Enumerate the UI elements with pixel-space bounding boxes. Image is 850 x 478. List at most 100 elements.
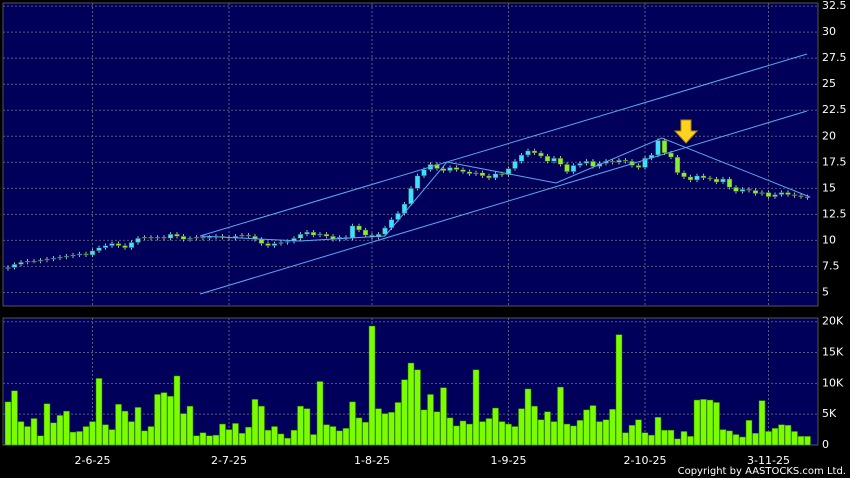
candle-body xyxy=(804,196,811,198)
volume-bar xyxy=(225,429,233,446)
x-tick-label: 1-8-25 xyxy=(354,454,390,467)
candle-body xyxy=(570,165,577,172)
volume-bar xyxy=(479,421,486,446)
volume-bar xyxy=(245,426,252,446)
candle-body xyxy=(109,243,115,246)
volume-bar xyxy=(258,405,265,446)
volume-bar xyxy=(687,436,694,446)
volume-bar xyxy=(134,407,142,446)
volume-bar xyxy=(355,417,363,446)
candle-body xyxy=(785,192,791,195)
volume-bar xyxy=(440,387,447,446)
y-tick-label: 10 xyxy=(822,233,836,246)
volume-bar xyxy=(713,402,720,446)
y-tick-label: 0 xyxy=(822,438,829,451)
y-tick-label: 15K xyxy=(822,346,844,359)
volume-bar xyxy=(654,417,662,446)
volume-bar xyxy=(641,432,649,446)
volume-bar xyxy=(745,420,753,446)
volume-bar xyxy=(784,425,792,446)
candle-body xyxy=(31,260,37,263)
candle-body xyxy=(557,157,564,165)
volume-bar xyxy=(498,421,506,446)
copyright: Copyright by AASTOCKS.com Ltd. xyxy=(678,466,846,477)
candle-body xyxy=(434,164,440,169)
volume-bar xyxy=(511,426,519,446)
volume-bar xyxy=(50,422,57,446)
candle-body xyxy=(128,242,135,248)
candle-body xyxy=(382,227,388,235)
candle-body xyxy=(161,237,167,239)
volume-bar xyxy=(121,410,129,446)
y-tick-label: 20 xyxy=(822,129,836,142)
volume-bar xyxy=(765,431,772,446)
volume-bar xyxy=(193,435,200,446)
candle-body xyxy=(791,194,798,196)
candle-body xyxy=(694,175,700,181)
candle-body xyxy=(206,237,213,239)
candle-body xyxy=(609,161,616,163)
volume-bar xyxy=(368,325,376,446)
candle-body xyxy=(362,229,369,236)
volume-bar xyxy=(524,388,532,446)
volume-bar xyxy=(316,381,324,446)
candle-body xyxy=(414,175,421,189)
candle-body xyxy=(278,242,284,244)
candle-body xyxy=(44,258,50,261)
candle-body xyxy=(473,172,479,175)
volume-bar xyxy=(485,418,493,446)
volume-bar xyxy=(576,420,584,446)
candle-body xyxy=(96,247,102,252)
volume-bar xyxy=(63,410,70,446)
candle-body xyxy=(63,255,70,258)
volume-bar xyxy=(89,421,96,446)
candle-body xyxy=(772,194,778,197)
candle-body xyxy=(486,175,492,179)
volume-bar xyxy=(154,394,161,446)
volume-bar xyxy=(602,419,610,446)
volume-bar xyxy=(115,404,122,446)
volume-bar xyxy=(758,400,766,446)
volume-bar xyxy=(563,423,571,446)
volume-bar xyxy=(680,431,688,446)
volume-bar xyxy=(420,409,428,446)
volume-bar xyxy=(290,429,298,446)
y-tick-label: 12.5 xyxy=(822,207,847,220)
price-panel xyxy=(2,2,819,307)
candle-body xyxy=(466,171,473,175)
candle-body xyxy=(356,225,362,231)
volume-bar xyxy=(303,408,311,446)
y-tick-label: 27.5 xyxy=(822,51,847,64)
candle-body xyxy=(193,237,200,239)
candle-body xyxy=(544,155,551,162)
volume-bar xyxy=(791,431,798,446)
volume-bar xyxy=(82,426,90,446)
volume-bar xyxy=(505,423,512,446)
trend-lines xyxy=(199,53,811,295)
volume-bar xyxy=(752,433,759,446)
volume-bar xyxy=(667,429,675,446)
volume-bar xyxy=(199,432,207,446)
candle-body xyxy=(674,156,681,173)
candle-body xyxy=(18,262,24,265)
volume-bar xyxy=(167,396,174,446)
y-tick-label: 15 xyxy=(822,181,836,194)
candle-body xyxy=(174,233,180,237)
candle-body xyxy=(70,254,76,257)
y-tick-label: 10K xyxy=(822,376,844,389)
candle-body xyxy=(583,161,590,164)
candle-body xyxy=(765,192,772,197)
candle-body xyxy=(258,239,265,244)
candle-body xyxy=(37,259,44,262)
candle-body xyxy=(447,167,453,171)
volume-bar xyxy=(537,419,545,446)
candle-body xyxy=(83,253,89,256)
volume-bar xyxy=(739,436,746,446)
volume-bar xyxy=(147,426,155,446)
volume-bar xyxy=(11,390,18,446)
volume-bar xyxy=(570,425,577,446)
volume-bar xyxy=(323,424,330,446)
candle-body xyxy=(408,188,414,205)
candle-body xyxy=(271,243,278,246)
candle-body xyxy=(798,195,804,197)
